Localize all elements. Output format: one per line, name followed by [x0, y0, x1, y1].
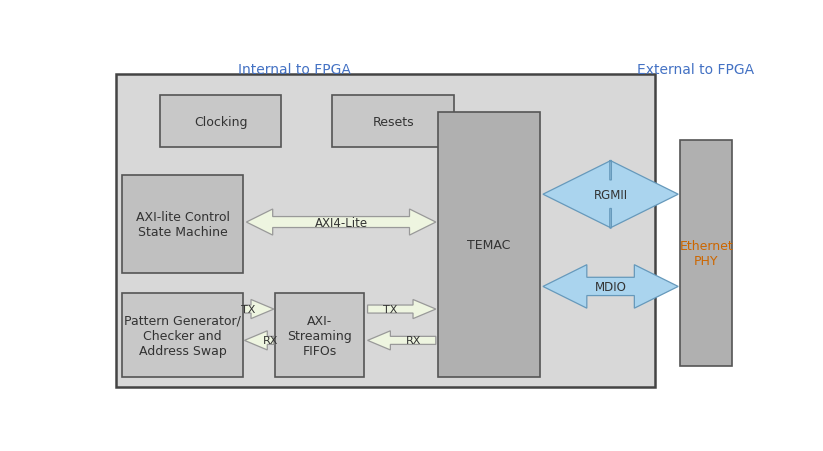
Text: AXI-
Streaming
FIFOs: AXI- Streaming FIFOs: [287, 314, 352, 357]
Polygon shape: [244, 331, 274, 350]
Bar: [275, 294, 365, 377]
Bar: [438, 113, 540, 377]
Text: TX: TX: [240, 304, 255, 314]
Text: AXI4-Lite: AXI4-Lite: [314, 216, 368, 229]
Polygon shape: [543, 161, 678, 229]
Text: RX: RX: [263, 336, 278, 345]
Bar: [115, 75, 654, 387]
Polygon shape: [246, 210, 436, 235]
Polygon shape: [368, 331, 436, 350]
Polygon shape: [368, 300, 436, 319]
Text: AXI-lite Control
State Machine: AXI-lite Control State Machine: [136, 210, 230, 238]
Text: Clocking: Clocking: [194, 115, 248, 129]
Text: TX: TX: [384, 304, 398, 314]
Bar: [332, 96, 453, 148]
Text: TEMAC: TEMAC: [467, 239, 510, 252]
Text: RX: RX: [406, 336, 421, 345]
Polygon shape: [543, 265, 678, 308]
Text: Ethernet
PHY: Ethernet PHY: [679, 240, 733, 268]
Bar: [122, 294, 244, 377]
Polygon shape: [244, 300, 274, 319]
Bar: [122, 175, 244, 273]
Text: External to FPGA: External to FPGA: [638, 63, 755, 77]
Text: Pattern Generator/
Checker and
Address Swap: Pattern Generator/ Checker and Address S…: [124, 314, 241, 357]
Text: RGMII: RGMII: [593, 188, 628, 201]
Text: Resets: Resets: [372, 115, 414, 129]
Bar: [160, 96, 281, 148]
Text: MDIO: MDIO: [595, 281, 626, 293]
Text: Internal to FPGA: Internal to FPGA: [238, 63, 351, 77]
Bar: [680, 141, 732, 367]
